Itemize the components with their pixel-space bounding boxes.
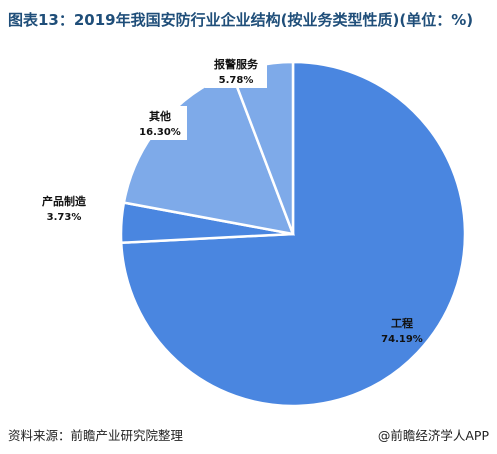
slice-label-1: 工程 <box>391 316 413 330</box>
slice-label-2: 产品制造 <box>42 194 87 208</box>
chart-title: 图表13：2019年我国安防行业企业结构(按业务类型性质)(单位：%) <box>8 11 474 29</box>
brand-credit: @前瞻经济学人APP <box>377 428 489 443</box>
slice-value-label-4: 5.78% <box>219 75 254 86</box>
slice-value-label-2: 3.73% <box>47 212 82 223</box>
slice-label-3: 其他 <box>149 109 171 123</box>
pie-slices <box>119 60 467 408</box>
pie-labels: 工程 74.19% 产品制造 3.73% 其他 16.30% 报警服务 5.78% <box>36 54 423 345</box>
label-background-4 <box>205 54 267 88</box>
source-note: 资料来源：前瞻产业研究院整理 <box>8 428 184 443</box>
label-background-3 <box>133 106 187 140</box>
slice-value-label-1: 74.19% <box>381 334 423 345</box>
slice-label-4: 报警服务 <box>214 57 259 71</box>
label-background-2 <box>36 191 92 225</box>
slice-value-label-3: 16.30% <box>139 127 181 138</box>
